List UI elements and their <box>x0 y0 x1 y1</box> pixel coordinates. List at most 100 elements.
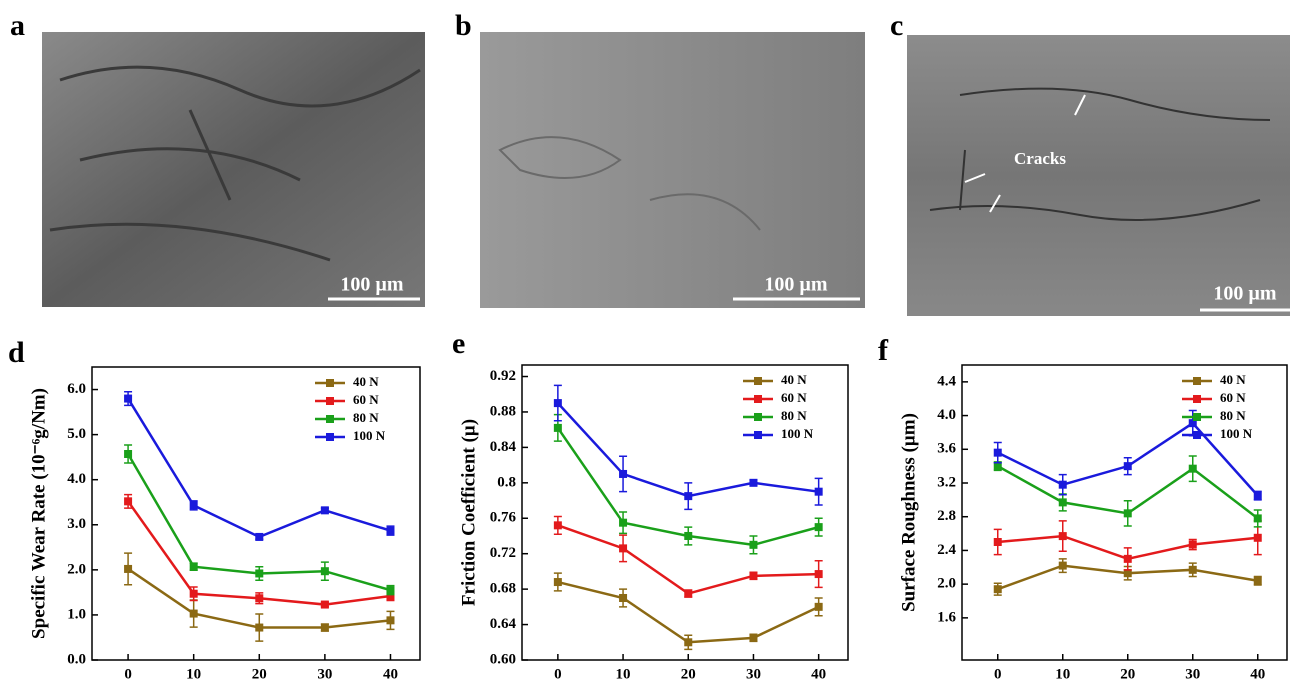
sem-image <box>907 35 1290 316</box>
x-tick-label: 20 <box>252 666 267 682</box>
y-tick-label: 2.4 <box>937 542 956 558</box>
scale-label: 100 µm <box>1213 283 1277 305</box>
marker <box>749 541 757 549</box>
legend-marker <box>326 397 334 405</box>
y-tick-label: 0.68 <box>490 581 516 597</box>
sem-image-b: b 100 µm <box>455 9 865 308</box>
marker <box>554 521 562 529</box>
legend-label: 100 N <box>1220 426 1253 441</box>
marker <box>815 488 823 496</box>
marker <box>190 563 198 571</box>
legend-label: 100 N <box>353 428 386 443</box>
legend-marker <box>326 433 334 441</box>
marker <box>749 634 757 642</box>
y-tick-label: 0.0 <box>67 651 86 667</box>
sem-image <box>480 32 865 308</box>
x-tick-label: 40 <box>1250 666 1265 682</box>
marker <box>749 479 757 487</box>
marker <box>554 399 562 407</box>
x-tick-label: 10 <box>1055 666 1070 682</box>
legend-marker <box>1193 431 1201 439</box>
marker <box>619 470 627 478</box>
y-tick-label: 0.88 <box>490 403 516 419</box>
marker <box>1254 577 1262 585</box>
marker <box>554 578 562 586</box>
y-axis-label: Friction Coefficient (µ) <box>458 419 479 606</box>
panel-label: b <box>455 9 472 42</box>
sem-image-a: a 100 µm <box>10 9 425 307</box>
figure: a 100 µm b 100 µm c Cracks 100 µm d0.01.… <box>0 0 1299 687</box>
legend-marker <box>754 413 762 421</box>
legend-marker <box>754 377 762 385</box>
annotation: Cracks <box>1014 149 1066 168</box>
legend-label: 60 N <box>353 392 379 407</box>
series-line <box>128 501 390 604</box>
marker <box>124 450 132 458</box>
marker <box>1059 498 1067 506</box>
y-tick-label: 0.72 <box>490 545 516 561</box>
marker <box>684 590 692 598</box>
legend-label: 80 N <box>353 410 379 425</box>
legend-marker <box>1193 413 1201 421</box>
marker <box>815 570 823 578</box>
y-tick-label: 3.2 <box>937 474 956 490</box>
sem-image-c: c Cracks 100 µm <box>890 9 1290 316</box>
scale-label: 100 µm <box>764 274 828 296</box>
scale-label: 100 µm <box>340 274 404 296</box>
legend-label: 40 N <box>781 372 807 387</box>
x-tick-label: 40 <box>383 666 398 682</box>
marker <box>321 506 329 514</box>
sem-image <box>42 32 425 307</box>
legend-label: 60 N <box>1220 390 1246 405</box>
panel-label: a <box>10 9 25 42</box>
x-tick-label: 0 <box>994 666 1002 682</box>
legend-label: 100 N <box>781 426 814 441</box>
marker <box>994 449 1002 457</box>
marker <box>749 572 757 580</box>
series-line <box>128 399 390 537</box>
legend-marker <box>1193 377 1201 385</box>
y-tick-label: 2.0 <box>67 561 86 577</box>
legend-label: 80 N <box>781 408 807 423</box>
marker <box>619 594 627 602</box>
y-tick-label: 4.4 <box>937 373 956 389</box>
x-tick-label: 0 <box>124 666 132 682</box>
panel-label: f <box>878 334 889 367</box>
legend-label: 60 N <box>781 390 807 405</box>
marker <box>684 492 692 500</box>
y-tick-label: 5.0 <box>67 426 86 442</box>
marker <box>684 532 692 540</box>
y-tick-label: 2.8 <box>937 508 956 524</box>
marker <box>321 601 329 609</box>
marker <box>1059 481 1067 489</box>
marker <box>255 533 263 541</box>
x-tick-label: 30 <box>317 666 332 682</box>
marker <box>1124 462 1132 470</box>
marker <box>190 610 198 618</box>
y-tick-label: 0.76 <box>490 510 517 526</box>
marker <box>1254 514 1262 522</box>
legend-marker <box>326 415 334 423</box>
marker <box>255 594 263 602</box>
chart: f1.62.02.42.83.23.64.04.4010203040Filler… <box>878 334 1287 687</box>
x-tick-label: 30 <box>1185 666 1200 682</box>
marker <box>321 624 329 632</box>
marker <box>1189 465 1197 473</box>
marker <box>124 565 132 573</box>
panel-label: c <box>890 9 903 42</box>
legend-label: 40 N <box>353 374 379 389</box>
legend-marker <box>1193 395 1201 403</box>
y-tick-label: 2.0 <box>937 576 956 592</box>
panel-label: e <box>452 327 465 360</box>
x-tick-label: 10 <box>616 666 631 682</box>
marker <box>1189 541 1197 549</box>
y-tick-label: 1.0 <box>67 606 86 622</box>
marker <box>1254 492 1262 500</box>
y-tick-label: 0.60 <box>490 651 516 667</box>
marker <box>1124 555 1132 563</box>
y-tick-label: 0.84 <box>490 439 517 455</box>
marker <box>255 569 263 577</box>
marker <box>994 585 1002 593</box>
marker <box>1124 509 1132 517</box>
marker <box>190 590 198 598</box>
